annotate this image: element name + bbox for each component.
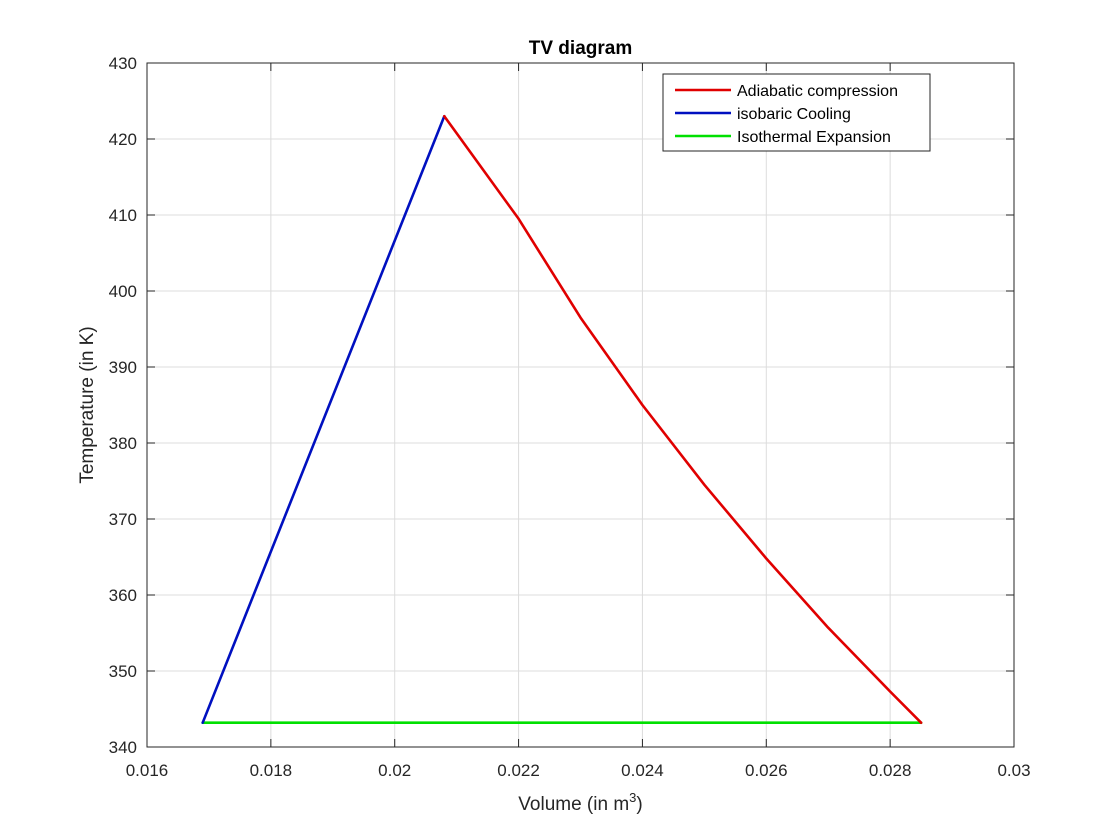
- x-tick-label: 0.016: [126, 761, 169, 780]
- y-tick-label: 400: [109, 282, 137, 301]
- y-tick-label: 410: [109, 206, 137, 225]
- x-tick-label: 0.03: [997, 761, 1030, 780]
- y-tick-label: 360: [109, 586, 137, 605]
- series-layer: [201, 114, 923, 725]
- y-tick-label: 430: [109, 54, 137, 73]
- y-tick-label: 390: [109, 358, 137, 377]
- x-tick-label: 0.026: [745, 761, 788, 780]
- y-axis-label: Temperature (in K): [77, 326, 98, 483]
- y-tick-label: 380: [109, 434, 137, 453]
- x-axis-label-superscript: 3: [629, 790, 636, 805]
- y-tick-label: 340: [109, 738, 137, 757]
- y-tick-label: 420: [109, 130, 137, 149]
- x-tick-label: 0.018: [250, 761, 293, 780]
- series-line-1: [201, 114, 446, 725]
- x-axis-label-suffix: ): [636, 794, 642, 815]
- x-tick-label: 0.02: [378, 761, 411, 780]
- axis-ticks: 0.016 0.018 0.02 0.022 0.024 0.026 0.028 0.03 34…: [109, 54, 1031, 780]
- legend-entry-0: Adiabatic compression: [737, 83, 898, 100]
- legend: Adiabatic compression isobaric Cooling Iso…: [662, 73, 931, 152]
- y-tick-label: 350: [109, 662, 137, 681]
- plot-frame: [146, 62, 1015, 748]
- x-axis-label-main: Volume (in m: [518, 794, 629, 815]
- x-tick-label: 0.028: [869, 761, 912, 780]
- legend-entry-1: isobaric Cooling: [737, 106, 851, 123]
- x-tick-label: 0.024: [621, 761, 664, 780]
- y-tick-label: 370: [109, 510, 137, 529]
- x-tick-label: 0.022: [497, 761, 540, 780]
- legend-entry-2: Isothermal Expansion: [737, 129, 891, 146]
- x-axis-label: Volume (in m3): [518, 790, 642, 815]
- series-line-0: [442, 114, 923, 725]
- chart-title: TV diagram: [529, 38, 632, 59]
